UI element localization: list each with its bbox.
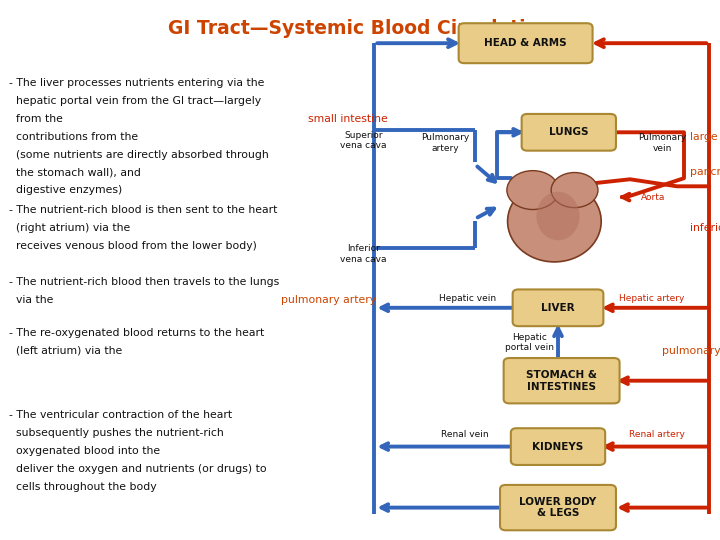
Text: STOMACH &
INTESTINES: STOMACH & INTESTINES — [526, 370, 597, 392]
Text: (some nutrients are directly absorbed through: (some nutrients are directly absorbed th… — [9, 150, 269, 160]
Text: Inferior
vena cava: Inferior vena cava — [341, 244, 387, 264]
Text: KIDNEYS: KIDNEYS — [532, 442, 584, 451]
Text: LIVER: LIVER — [541, 303, 575, 313]
Ellipse shape — [536, 192, 580, 240]
Text: from the: from the — [9, 114, 66, 124]
Text: receives venous blood from the lower body): receives venous blood from the lower bod… — [9, 241, 256, 251]
Text: to be re-oxygenated: to be re-oxygenated — [717, 295, 720, 305]
Text: Pulmonary
artery: Pulmonary artery — [420, 133, 469, 153]
Text: inferior vena cava: inferior vena cava — [690, 223, 720, 233]
Text: (right atrium) via the: (right atrium) via the — [9, 223, 133, 233]
Text: hepatic portal vein from the GI tract—largely: hepatic portal vein from the GI tract—la… — [9, 96, 261, 106]
Text: Pulmonary
vein: Pulmonary vein — [638, 133, 687, 153]
Text: GI Tract—Systemic Blood Circulation: GI Tract—Systemic Blood Circulation — [168, 19, 552, 38]
Text: Hepatic artery: Hepatic artery — [619, 294, 684, 302]
Text: - The liver processes nutrients entering via the: - The liver processes nutrients entering… — [9, 78, 264, 89]
Text: deliver the oxygen and nutrients (or drugs) to: deliver the oxygen and nutrients (or dru… — [9, 464, 266, 474]
Text: - The re-oxygenated blood returns to the heart: - The re-oxygenated blood returns to the… — [9, 328, 264, 338]
Text: cells throughout the body: cells throughout the body — [9, 482, 156, 492]
Text: via the: via the — [9, 295, 56, 305]
Text: Renal vein: Renal vein — [441, 430, 488, 439]
Text: LUNGS: LUNGS — [549, 127, 588, 137]
Text: - The nutrient-rich blood then travels to the lungs: - The nutrient-rich blood then travels t… — [9, 277, 279, 287]
FancyBboxPatch shape — [459, 23, 593, 63]
Text: - The ventricular contraction of the heart: - The ventricular contraction of the hea… — [9, 410, 232, 421]
Text: Superior
vena cava: Superior vena cava — [341, 131, 387, 150]
Text: Hepatic
portal vein: Hepatic portal vein — [505, 333, 554, 352]
Text: small intestine: small intestine — [308, 114, 388, 124]
Text: (left atrium) via the: (left atrium) via the — [9, 346, 125, 356]
Text: but with also minor: but with also minor — [717, 114, 720, 124]
Text: - The nutrient-rich blood is then sent to the heart: - The nutrient-rich blood is then sent t… — [9, 205, 277, 215]
Text: pulmonary vein: pulmonary vein — [662, 346, 720, 356]
Ellipse shape — [508, 181, 601, 262]
Text: contributions from the: contributions from the — [9, 132, 141, 142]
Text: pancreas: pancreas — [690, 167, 720, 178]
Text: Aorta: Aorta — [641, 193, 665, 201]
FancyBboxPatch shape — [500, 485, 616, 530]
Text: Renal artery: Renal artery — [629, 430, 685, 439]
Text: pulmonary artery: pulmonary artery — [281, 295, 376, 305]
Text: the stomach wall), and: the stomach wall), and — [9, 167, 144, 178]
Text: large intestine: large intestine — [690, 132, 720, 142]
FancyBboxPatch shape — [513, 289, 603, 326]
Ellipse shape — [507, 171, 559, 210]
FancyBboxPatch shape — [511, 428, 605, 465]
FancyBboxPatch shape — [521, 114, 616, 151]
Text: LOWER BODY
& LEGS: LOWER BODY & LEGS — [519, 497, 597, 518]
Ellipse shape — [552, 172, 598, 207]
Text: HEAD & ARMS: HEAD & ARMS — [485, 38, 567, 48]
Text: digestive enzymes): digestive enzymes) — [9, 185, 122, 195]
Text: Hepatic vein: Hepatic vein — [439, 294, 497, 302]
Text: oxygenated blood into the: oxygenated blood into the — [9, 446, 163, 456]
Text: subsequently pushes the nutrient-rich: subsequently pushes the nutrient-rich — [9, 428, 223, 438]
Text: Heart: Heart — [518, 239, 544, 247]
FancyBboxPatch shape — [504, 358, 620, 403]
